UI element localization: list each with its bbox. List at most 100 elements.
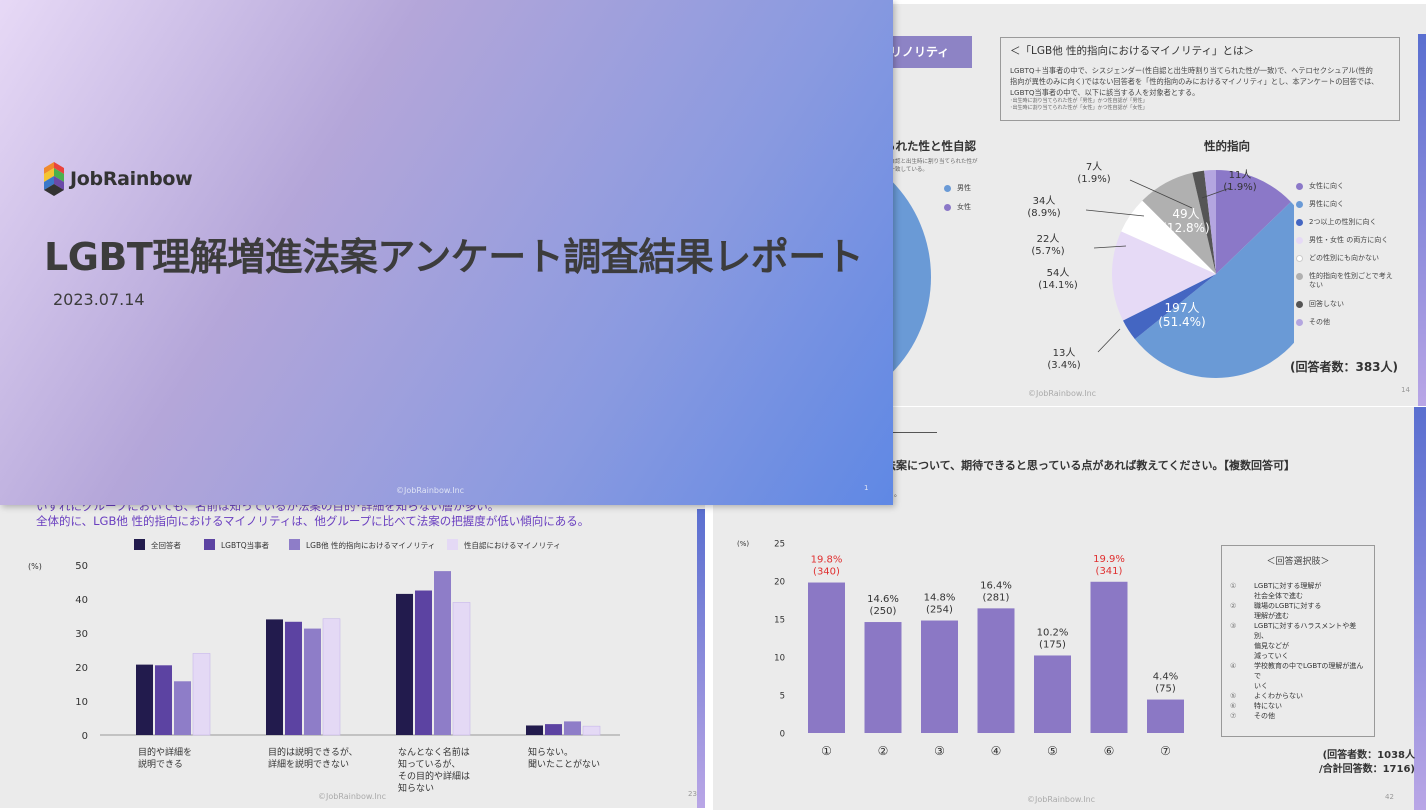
bar xyxy=(1034,655,1071,733)
pie-count-label: 11人 xyxy=(1229,169,1252,181)
x-tick-label: 説明できる xyxy=(138,758,183,770)
expectation-bar-chart: (%) 0 5 10 15 20 25 19.8%(340) ① 14.6%(250) ② 14.8%… xyxy=(737,540,1184,758)
legend-item: 回答しない xyxy=(1296,300,1344,309)
y-tick-label: 40 xyxy=(75,595,88,606)
x-tick-label: 聞いたことがない xyxy=(528,758,600,770)
bar-count-label: (281) xyxy=(983,592,1010,603)
brand-logo: JobRainbow xyxy=(44,162,193,196)
left-pie-slice-male xyxy=(884,173,931,381)
page-number: 1 xyxy=(864,484,869,492)
pie-slice xyxy=(1142,172,1216,274)
question-underline xyxy=(873,432,937,433)
pie-slice xyxy=(1192,170,1216,274)
y-tick-label: 15 xyxy=(774,616,785,626)
legend-label-line: 回答しない xyxy=(1309,300,1344,308)
bar-count-label: (75) xyxy=(1155,684,1176,695)
definition-title: ＜「LGB他 性的指向におけるマイノリティ」とは＞ xyxy=(1010,45,1254,57)
y-tick-label: 20 xyxy=(75,663,88,674)
option-row: いく xyxy=(1230,681,1366,691)
option-number: ② xyxy=(1230,602,1237,610)
definition-line: LGBTQ＋当事者の中で、シスジェンダー(性自認と出生時割り当てられた性が一致)… xyxy=(1010,66,1373,75)
option-text: いく xyxy=(1254,682,1268,690)
legend-label-line: どの性別にも向かない xyxy=(1309,254,1379,262)
pie-slice xyxy=(1112,231,1216,321)
option-text: LGBTに対するハラスメントや差別、 xyxy=(1254,622,1357,640)
definition-body: LGBTQ＋当事者の中で、シスジェンダー(性自認と出生時割り当てられた性が一致)… xyxy=(1010,65,1390,112)
respondent-line: /合計回答数：1716) xyxy=(1318,764,1415,775)
option-number xyxy=(1230,681,1254,691)
legend-label: 全回答者 xyxy=(151,540,181,550)
option-row: ① LGBTに対する理解が xyxy=(1230,581,1366,591)
y-tick-label: 10 xyxy=(75,697,88,708)
pie-count-label: 7人 xyxy=(1086,161,1102,173)
section-tag: リノリティ xyxy=(884,36,972,68)
legend-dot xyxy=(1296,201,1303,208)
options-list: ① LGBTに対する理解が 社会全体で進む ② 職場のLGBTに対する 理解が進む ③ LGB… xyxy=(1230,581,1366,721)
bar-count-label: (340) xyxy=(813,567,840,578)
bar xyxy=(396,593,413,735)
bar xyxy=(526,725,543,735)
bar xyxy=(415,590,432,735)
bar-percent-label: 14.6% xyxy=(867,594,899,605)
pie-count-label: 22人 xyxy=(1037,233,1060,245)
legend-swatch xyxy=(447,539,458,550)
page-number: 14 xyxy=(1401,386,1410,394)
option-number: ⑥ xyxy=(1230,702,1237,710)
option-row: ③ LGBTに対するハラスメントや差別、 xyxy=(1230,621,1366,641)
copyright: ©JobRainbow.Inc xyxy=(1028,389,1097,398)
page-number: 23 xyxy=(688,790,697,798)
pie-percent-label: (1.9%) xyxy=(1077,174,1110,185)
pie-count-label: 54人 xyxy=(1047,267,1070,279)
y-axis-label: (%) xyxy=(737,540,749,548)
x-tick-label: 目的は説明できるが、 xyxy=(268,746,358,758)
option-text: 特にない xyxy=(1254,702,1282,710)
y-tick-label: 0 xyxy=(780,730,785,740)
left-legend-male: 男性 xyxy=(944,184,971,193)
x-tick-label: 詳細を説明できない xyxy=(268,758,349,770)
left-note-line: 性自認と出生時に割り当てられた性が xyxy=(884,159,978,165)
option-row: ④ 学校教育の中でLGBTの理解が進んで xyxy=(1230,661,1366,681)
legend-label-line: 男性に向く xyxy=(1309,200,1344,208)
bar-percent-label: 16.4% xyxy=(980,580,1012,591)
y-tick-label: 10 xyxy=(774,654,785,664)
bar xyxy=(192,653,211,736)
bar xyxy=(136,664,153,735)
legend-item: 男性に向く xyxy=(1296,200,1344,209)
bar xyxy=(266,619,283,735)
pie-slice xyxy=(1134,201,1294,378)
option-number: ⑤ xyxy=(1230,692,1237,700)
option-text: その他 xyxy=(1254,712,1275,720)
respondent-line: (回答者数：1038人 xyxy=(1322,750,1415,761)
bar-count-label: (341) xyxy=(1096,566,1123,577)
legend-label-line: 女性に向く xyxy=(1309,182,1344,190)
option-text: 理解が進む xyxy=(1254,612,1289,620)
left-chart-note: 性自認と出生時に割り当てられた性が が一致している。 xyxy=(884,158,978,174)
bar xyxy=(564,721,581,735)
legend-label: LGBTQ当事者 xyxy=(221,540,270,550)
legend-label: その他 xyxy=(1309,318,1330,327)
x-tick-label: ⑦ xyxy=(1160,744,1171,758)
option-text: 学校教育の中でLGBTの理解が進んで xyxy=(1254,662,1364,680)
bar xyxy=(452,602,471,736)
orientation-pie-chart: 49人(12.8%) 197人(51.4%) 13人(3.4%) 54人(14.1%)… xyxy=(1027,161,1294,378)
pie-slice xyxy=(1122,274,1216,340)
legend-item: 男性・女性 の両方に向く xyxy=(1296,236,1388,245)
awareness-bar-chart: 全回答者 LGBTQ当事者 LGB他 性的指向におけるマイノリティ 性自認におけるマイ… xyxy=(28,539,620,794)
pie-percent-label: (1.9%) xyxy=(1223,182,1256,193)
question-note: る。 xyxy=(887,490,901,498)
bar xyxy=(285,621,302,735)
report-title: LGBT理解増進法案アンケート調査結果レポート xyxy=(44,235,864,279)
pie-leader-line xyxy=(1093,245,1127,249)
option-row: 理解が進む xyxy=(1230,611,1366,621)
bar-count-label: (175) xyxy=(1039,639,1066,650)
x-tick-label: なんとなく名前は xyxy=(398,746,470,758)
legend-label-line: 性的指向を性別ごとで考え xyxy=(1309,272,1393,280)
y-tick-label: 25 xyxy=(774,540,785,550)
pie-slice xyxy=(1121,200,1216,274)
legend-label: 女性 xyxy=(957,203,971,211)
legend-label: どの性別にも向かない xyxy=(1309,254,1379,263)
bar xyxy=(921,620,958,733)
rainbow-logo-icon xyxy=(44,162,64,196)
x-tick-label: その目的や詳細は xyxy=(398,770,470,782)
bar xyxy=(864,622,902,733)
